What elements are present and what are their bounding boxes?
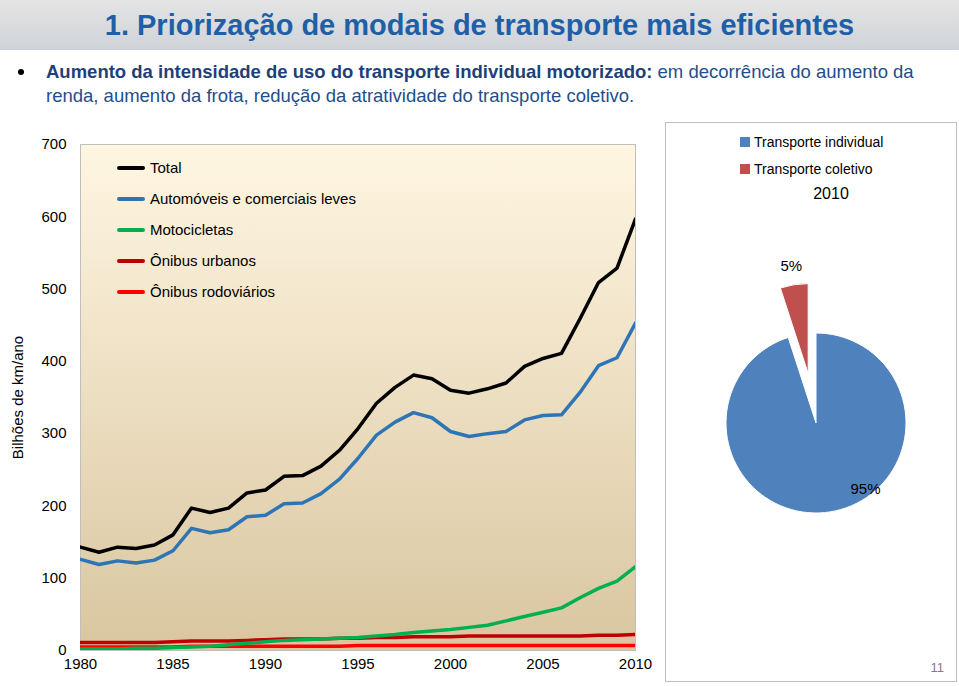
svg-text:Transporte coletivo: Transporte coletivo [754,161,873,177]
svg-text:2010: 2010 [813,185,849,202]
svg-text:500: 500 [41,280,66,297]
svg-text:1990: 1990 [249,655,282,672]
svg-text:2000: 2000 [434,655,467,672]
svg-text:600: 600 [41,208,66,225]
svg-text:1995: 1995 [341,655,374,672]
svg-text:5%: 5% [780,257,802,274]
html-text:Ônibus rodoviários: Ônibus rodoviários [150,283,276,300]
html-text:Aumento da intensidade de uso: Aumento da intensidade de uso do transpo… [46,61,914,106]
svg-text:1980: 1980 [64,655,97,672]
svg-text:0: 0 [58,641,67,659]
svg-text:100: 100 [41,569,66,586]
svg-text:200: 200 [41,497,66,514]
svg-text:700: 700 [41,135,66,152]
svg-text:2010: 2010 [619,655,652,672]
html-text:Motocicletas: Motocicletas [150,221,234,238]
html-text:Ônibus urbanos: Ônibus urbanos [150,252,256,269]
svg-text:95%: 95% [850,480,880,497]
svg-text:Bilhões de km/ano: Bilhões de km/ano [9,336,26,459]
html-text:11: 11 [930,660,944,675]
svg-text:400: 400 [41,352,66,369]
svg-text:1985: 1985 [156,655,189,672]
html-text:Automóveis e comerciais leves: Automóveis e comerciais leves [150,190,356,207]
svg-text:Transporte individual: Transporte individual [754,134,883,150]
svg-text:2005: 2005 [526,655,559,672]
html-text:1. Priorização de modais de tr: 1. Priorização de modais de transporte m… [104,8,855,41]
html-text:Total: Total [150,159,182,176]
svg-text:300: 300 [41,424,66,441]
